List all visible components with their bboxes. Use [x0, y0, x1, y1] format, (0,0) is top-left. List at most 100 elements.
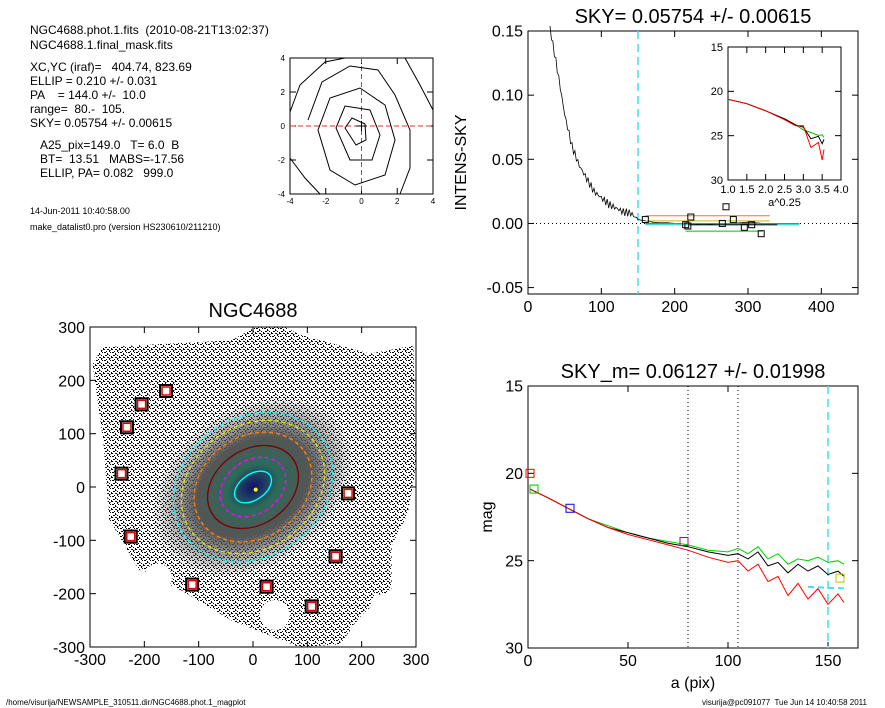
- mag-ytick-label: 20: [505, 466, 523, 483]
- inset-xlabel: a^0.25: [768, 197, 801, 209]
- mag-square-marker: [835, 573, 845, 583]
- mag-ylabel: mag: [479, 501, 496, 532]
- image-ytick-label: 200: [58, 373, 85, 390]
- mag-xtick-label: 150: [815, 653, 842, 670]
- mag-square-marker: [679, 536, 689, 546]
- sky-square-marker: [641, 216, 649, 224]
- sky-xtick-label: 0: [524, 299, 533, 316]
- image-isophote-ellipse: [172, 411, 334, 563]
- image-mask-square: [159, 384, 174, 398]
- contour-center-cross: [356, 120, 367, 132]
- mag-series-line: [529, 488, 845, 606]
- sky-square-marker: [684, 222, 692, 230]
- sky-frame: [527, 30, 859, 295]
- contour-level-line: [289, 157, 321, 195]
- contour-xtick-label: 2: [395, 197, 400, 206]
- contour-ytick-label: 4: [281, 54, 286, 63]
- inset-plot: 1.0 1.5 2.0 2.5 3.0 3.5 4.0 15 20 25 30 a^0.25: [711, 42, 849, 209]
- image-mask-square: [119, 420, 134, 435]
- image-mask-square-inner: [306, 601, 317, 612]
- contour-xtick-label: 0: [359, 197, 364, 206]
- image-isophote-ellipse: [193, 431, 313, 543]
- mag-title: SKY_m= 0.06127 +/- 0.01998: [561, 361, 826, 383]
- magnitude-plot: 0 50 100 150 15 20 25 30 SKY_m= 0.06127 +/- 0.01…: [479, 361, 859, 692]
- sky-ytick-label: 0.00: [492, 216, 523, 233]
- info-program: make_datalist0.pro (version HS230610/211…: [30, 222, 221, 232]
- inset-ytick-label: 20: [711, 86, 723, 98]
- image-mask-square-inner: [330, 551, 341, 562]
- image-mask-square-inner: [261, 581, 272, 592]
- info-range: range= 80.- 105.: [30, 102, 126, 116]
- image-mask-square: [134, 397, 149, 412]
- sky-xtick-label: 400: [808, 299, 835, 316]
- contour-xtick-label: -2: [322, 197, 330, 206]
- inset-xtick-label: 2.5: [777, 184, 792, 196]
- footer-path: /home/visurija/NEWSAMPLE_310511.dir/NGC4…: [6, 698, 246, 707]
- image-mask-hole: [349, 618, 386, 655]
- inset-ytick-label: 25: [711, 131, 723, 143]
- inset-xtick-label: 3.5: [815, 184, 830, 196]
- contour-level-line: [307, 65, 411, 195]
- mag-series-line: [529, 488, 845, 577]
- image-xtick-label: -200: [128, 652, 160, 669]
- image-ytick-label: -100: [53, 533, 85, 550]
- mag-square-marker: [525, 468, 535, 478]
- inset-xtick-label: 1.0: [720, 184, 735, 196]
- contour-ytick-label: 0: [281, 122, 286, 131]
- mag-ytick-label: 15: [505, 379, 523, 396]
- sky-square-marker: [740, 223, 748, 231]
- image-xtick-label: 200: [348, 652, 375, 669]
- image-mask-square-inner: [187, 579, 197, 590]
- info-bt: BT= 13.51 MABS=-17.56: [40, 152, 185, 166]
- image-mask-square-inner: [122, 422, 132, 433]
- inset-xtick-label: 2.0: [758, 184, 773, 196]
- inset-ytick-label: 15: [711, 42, 723, 54]
- sky-square-marker: [722, 203, 730, 211]
- mag-frame: [527, 385, 859, 649]
- image-mask-square-inner: [161, 386, 171, 396]
- image-ytick-label: 0: [76, 480, 85, 497]
- inset-xtick-label: 3.0: [796, 184, 811, 196]
- image-mask-hole: [143, 563, 172, 592]
- galaxy-center-marker: [253, 487, 258, 492]
- image-ytick-label: -200: [53, 587, 85, 604]
- sky-square-marker: [748, 221, 756, 229]
- contour-ytick-label: -4: [278, 190, 286, 199]
- info-file-name: NGC4688.phot.1.fits (2010-08-21T13:02:37…: [30, 23, 269, 37]
- image-mask-square: [328, 549, 343, 564]
- contour-level-line: [289, 57, 346, 113]
- image-mask-hole: [370, 594, 391, 615]
- image-mask-hole: [259, 600, 290, 630]
- contour-xtick-label: 4: [431, 197, 436, 206]
- galaxy-image-plot: -300 -200 -100 0 100 200 300 -300 -200 -100 0 100 20…: [53, 300, 429, 669]
- image-ytick-label: 100: [58, 427, 85, 444]
- mag-ytick-label: 30: [505, 641, 523, 658]
- image-mask-square: [304, 599, 319, 614]
- info-ellip: ELLIP = 0.210 +/- 0.031: [30, 74, 158, 88]
- inset-bg: [728, 47, 841, 180]
- inset-xtick-label: 1.5: [739, 184, 754, 196]
- sky-plot: 0 100 200 300 400 -0.05 0.00 0.05 0.10 0.15 SKY= 0…: [453, 6, 859, 316]
- info-ellip-pa: ELLIP, PA= 0.082 999.0: [40, 166, 174, 180]
- contour-level-line: [404, 57, 434, 111]
- sky-square-marker: [718, 219, 726, 227]
- contour-plot: -4 -2 0 2 4 -4 -2 0 2 4: [278, 54, 436, 206]
- image-xtick-label: 100: [294, 652, 321, 669]
- contour-ytick-label: 2: [281, 88, 286, 97]
- footer-user: visurija@pc091077 Tue Jun 14 10:40:58 20…: [702, 698, 867, 707]
- info-date: 14-Jun-2011 10:40:58.00: [30, 206, 130, 216]
- image-xtick-label: -300: [74, 652, 106, 669]
- sky-square-marker: [682, 221, 690, 229]
- image-mask-square: [185, 577, 200, 592]
- image-mask-square: [341, 486, 356, 501]
- contour-level-line: [317, 87, 396, 186]
- contour-level-line: [335, 105, 381, 161]
- image-mask-square-inner: [126, 531, 136, 542]
- image-mask-square-inner: [343, 488, 353, 499]
- image-xtick-label: 300: [403, 652, 430, 669]
- galaxy-core: [151, 396, 355, 578]
- sky-title: SKY= 0.05754 +/- 0.00615: [575, 6, 812, 28]
- mag-series-line: [529, 488, 845, 565]
- contour-ytick-label: -2: [278, 156, 286, 165]
